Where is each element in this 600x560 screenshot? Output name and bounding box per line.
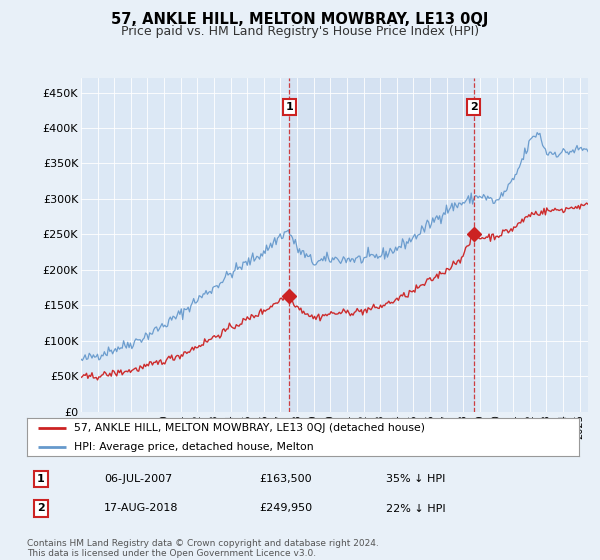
Text: 2: 2: [470, 102, 478, 112]
Text: 35% ↓ HPI: 35% ↓ HPI: [386, 474, 445, 484]
Text: £163,500: £163,500: [259, 474, 311, 484]
Text: 17-AUG-2018: 17-AUG-2018: [104, 503, 179, 514]
Text: Price paid vs. HM Land Registry's House Price Index (HPI): Price paid vs. HM Land Registry's House …: [121, 25, 479, 38]
Bar: [289, 78, 474, 412]
Text: £249,950: £249,950: [259, 503, 312, 514]
Text: Contains HM Land Registry data © Crown copyright and database right 2024.
This d: Contains HM Land Registry data © Crown c…: [27, 539, 379, 558]
Text: 2: 2: [37, 503, 44, 514]
Text: 06-JUL-2007: 06-JUL-2007: [104, 474, 173, 484]
Text: 22% ↓ HPI: 22% ↓ HPI: [386, 503, 445, 514]
Text: 1: 1: [37, 474, 44, 484]
Text: 1: 1: [286, 102, 293, 112]
Text: 57, ANKLE HILL, MELTON MOWBRAY, LE13 0QJ: 57, ANKLE HILL, MELTON MOWBRAY, LE13 0QJ: [112, 12, 488, 27]
Text: 57, ANKLE HILL, MELTON MOWBRAY, LE13 0QJ (detached house): 57, ANKLE HILL, MELTON MOWBRAY, LE13 0QJ…: [74, 423, 425, 433]
Text: HPI: Average price, detached house, Melton: HPI: Average price, detached house, Melt…: [74, 442, 314, 452]
